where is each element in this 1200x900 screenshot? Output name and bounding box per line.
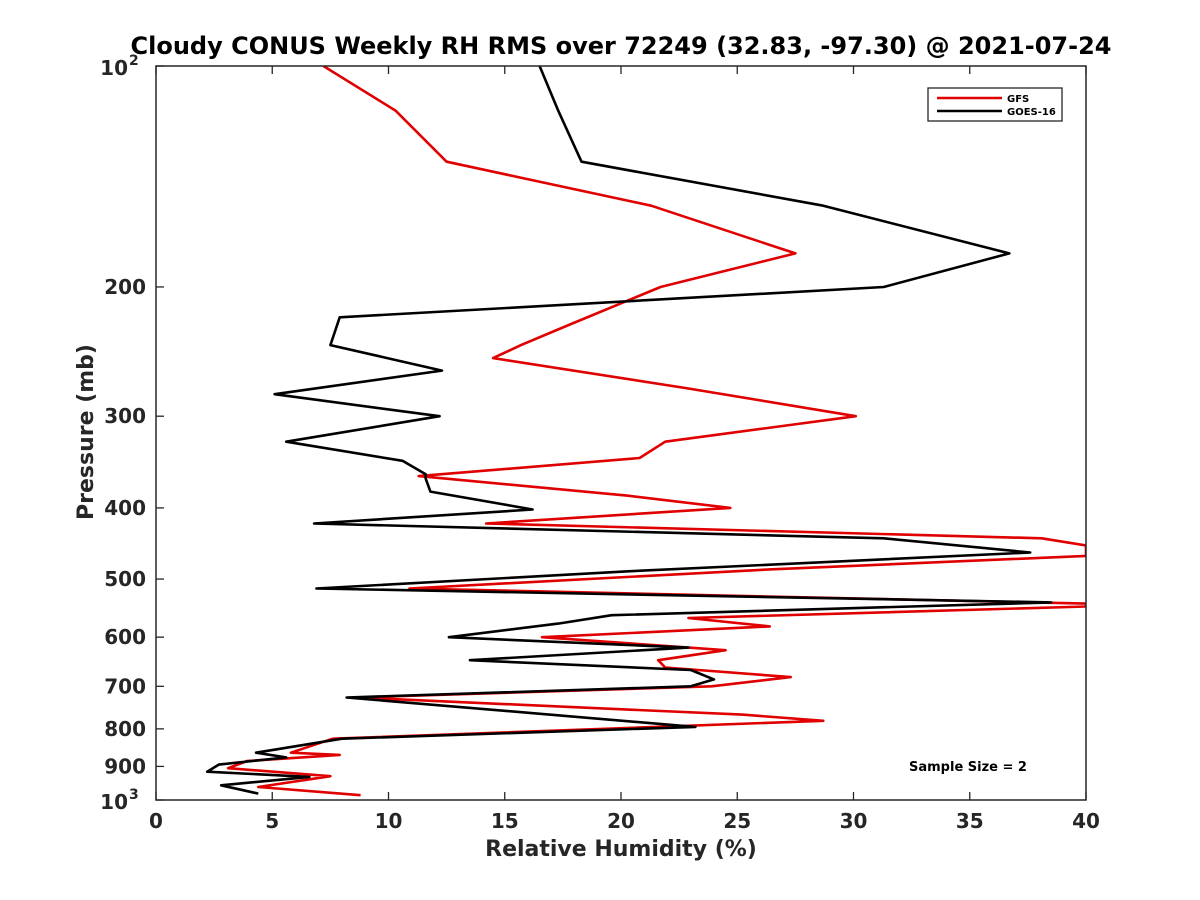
y-axis-label: Pressure (mb)	[74, 344, 99, 520]
series-line-goes-16	[205, 66, 1053, 795]
x-tick-label: 30	[840, 809, 868, 833]
x-tick-label: 25	[723, 809, 751, 833]
x-tick-label: 35	[956, 809, 984, 833]
y-tick-label: 400	[104, 496, 146, 520]
y-tick-label: 700	[104, 674, 146, 698]
legend-label: GFS	[1007, 94, 1029, 105]
x-tick-label: 5	[265, 809, 279, 833]
y-tick-label: 300	[104, 404, 146, 428]
x-tick-label: 40	[1072, 809, 1100, 833]
y-tick-label: 10	[100, 56, 128, 80]
x-tick-label: 0	[149, 809, 163, 833]
y-tick-label-exponent: 3	[129, 787, 139, 803]
legend-label: GOES-16	[1007, 107, 1056, 118]
legend: GFS GOES-16	[927, 87, 1063, 122]
series-line-gfs	[226, 66, 1086, 797]
y-tick-label: 800	[104, 717, 146, 741]
series-layer	[205, 66, 1086, 797]
y-tick-label: 500	[104, 567, 146, 591]
x-tick-label: 10	[375, 809, 403, 833]
chart-title: Cloudy CONUS Weekly RH RMS over 72249 (3…	[131, 32, 1112, 60]
x-tick-label: 15	[491, 809, 519, 833]
legend-box	[927, 87, 1063, 122]
y-tick-label: 10	[100, 790, 128, 814]
y-tick-label: 600	[104, 625, 146, 649]
y-tick-label-exponent: 2	[129, 53, 139, 69]
y-tick-label: 900	[104, 754, 146, 778]
y-tick-label: 200	[104, 275, 146, 299]
sample-size-annotation: Sample Size = 2	[909, 760, 1027, 775]
x-tick-label: 20	[607, 809, 635, 833]
x-axis-label: Relative Humidity (%)	[485, 837, 757, 862]
